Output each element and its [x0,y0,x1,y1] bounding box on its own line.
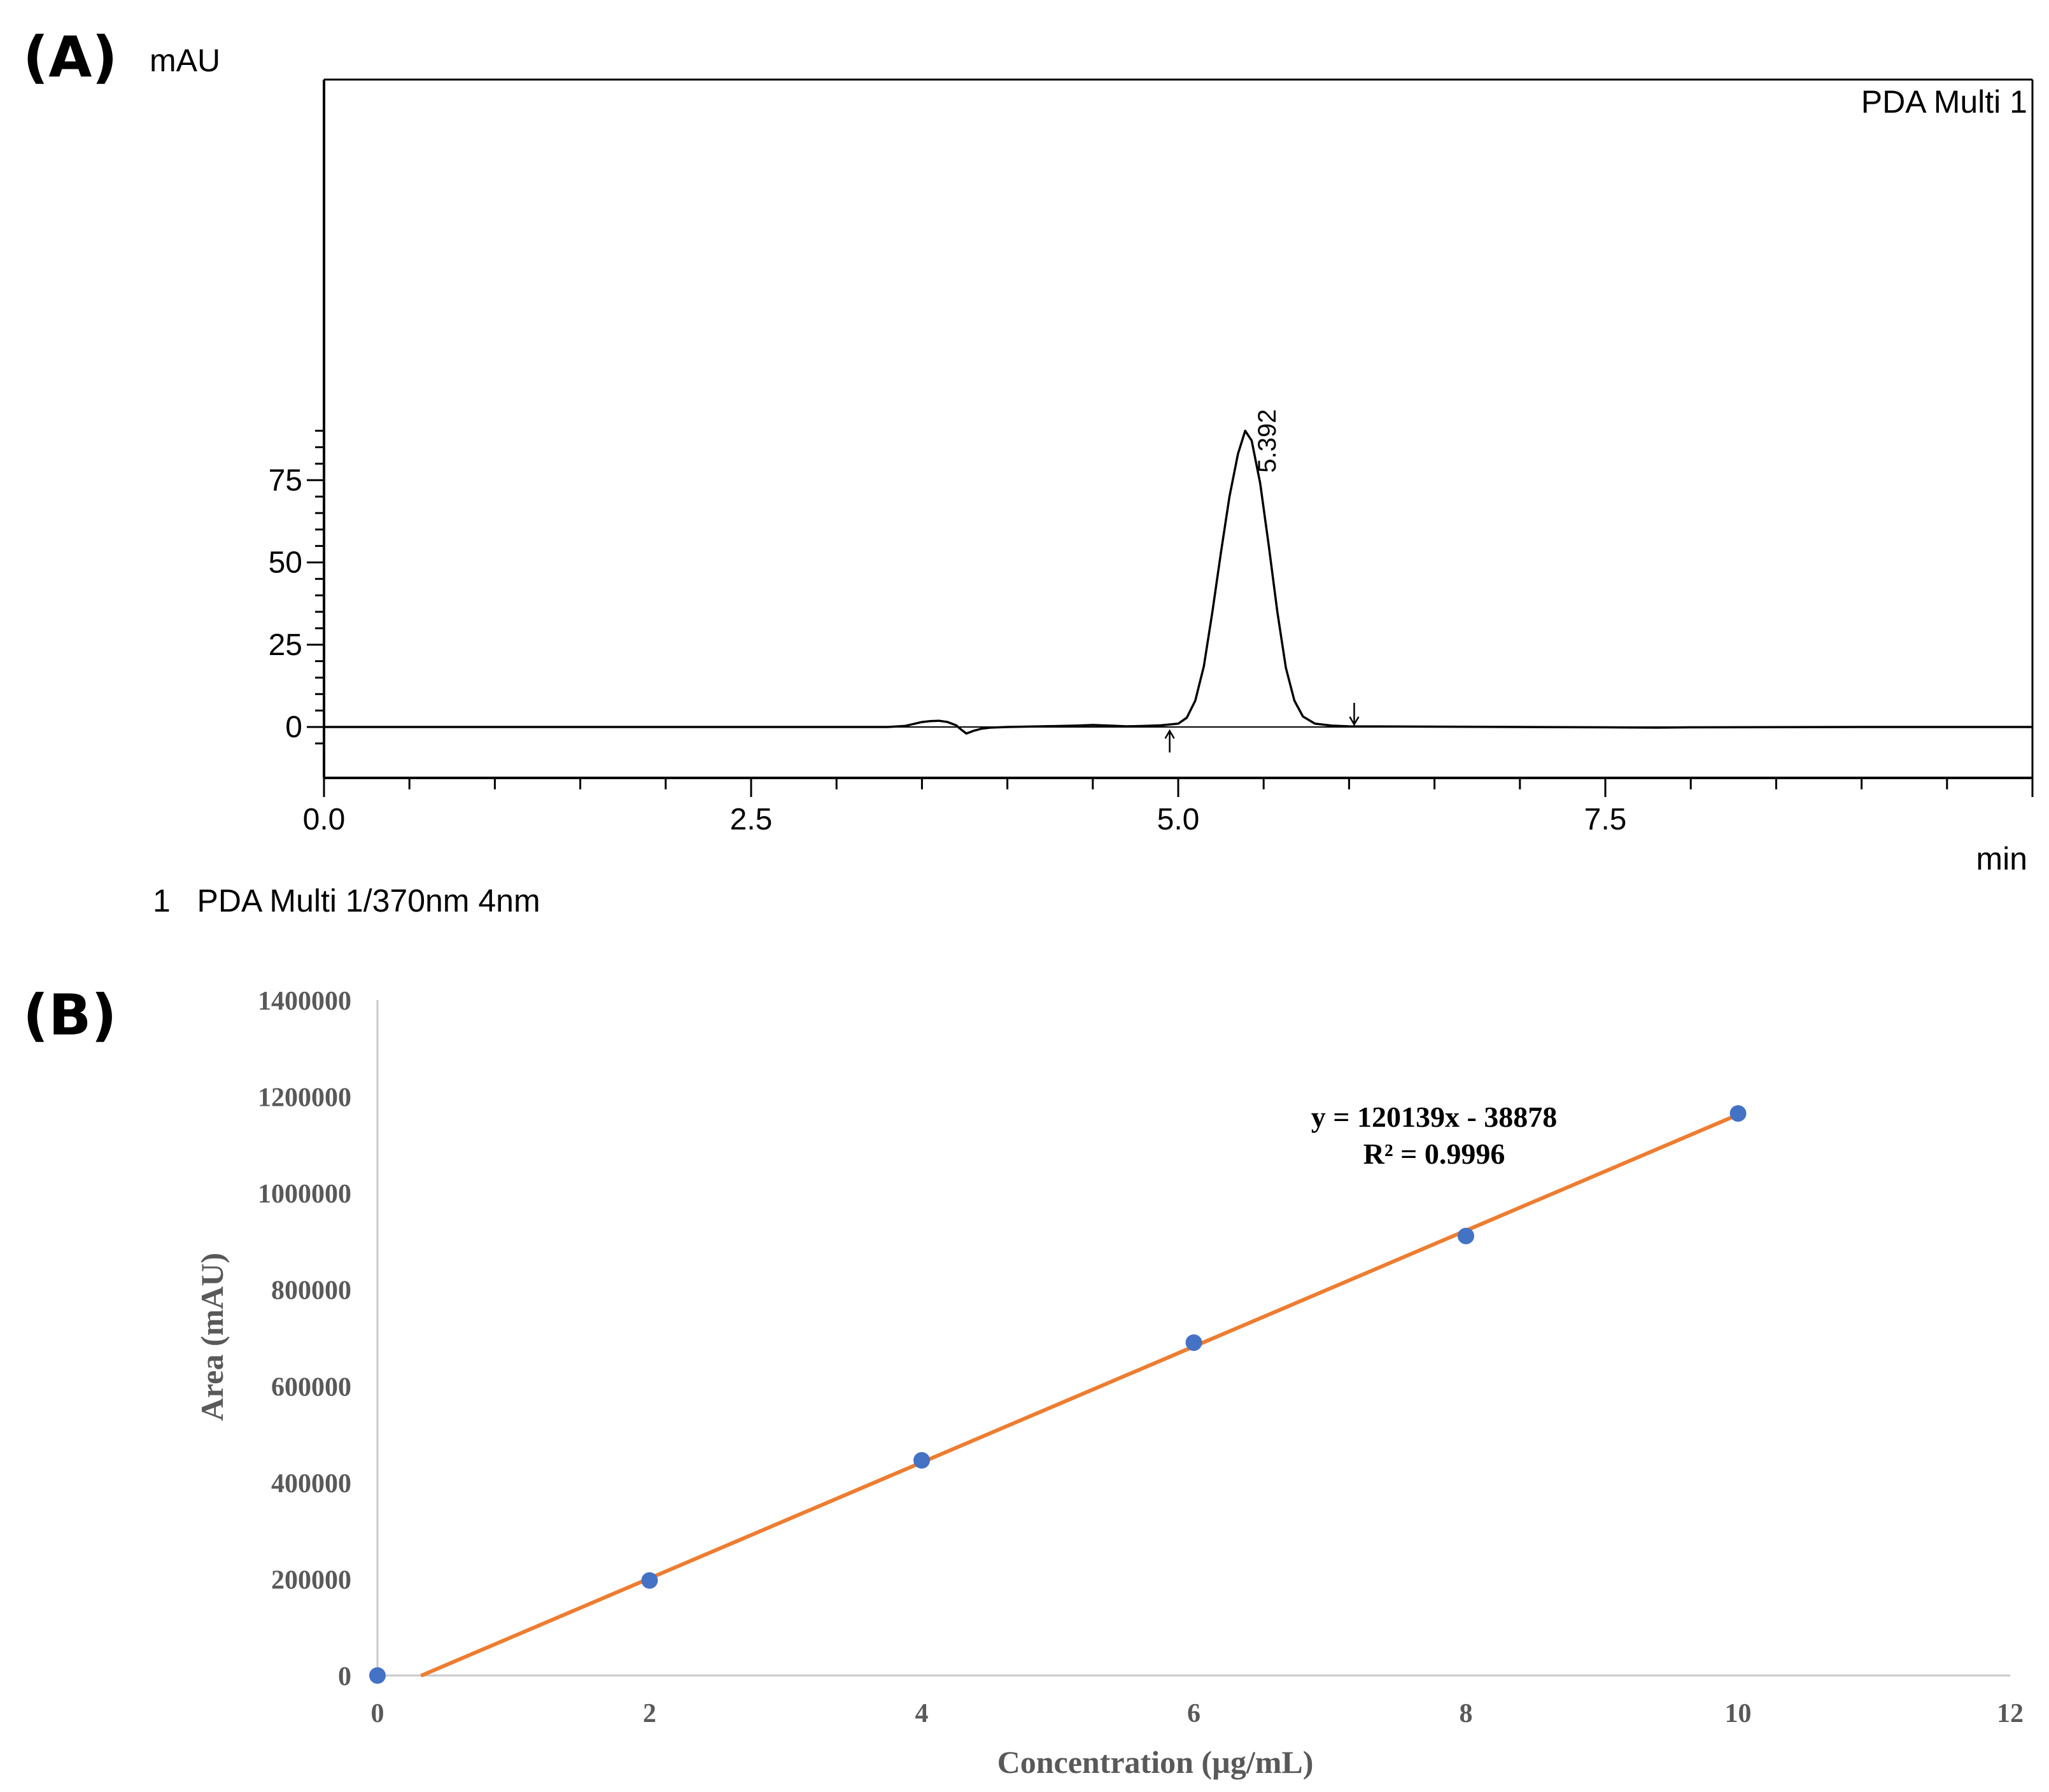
integration-start-arrow [1164,729,1175,752]
peak-retention-time-label: 5.392 [1253,409,1281,473]
calibration-y-axis-label: Area (mAU) [194,1253,230,1421]
calibration-x-ticks: 0 2 4 6 8 10 12 [371,1699,2024,1728]
x-tick-label: 12 [1997,1699,2024,1728]
data-point [1729,1105,1747,1122]
y-tick-label: 75 [269,463,302,497]
x-tick-label: 8 [1460,1699,1473,1728]
data-point [913,1451,930,1469]
integration-markers [1164,703,1360,752]
x-tick-label: 5.0 [1157,803,1200,836]
panel-a-label: (A) [23,24,118,90]
y-tick-label: 0 [285,710,302,744]
data-point [641,1572,658,1589]
x-tick-label: 0.0 [303,803,346,836]
x-tick-label: 6 [1187,1699,1201,1728]
x-tick-label: 4 [915,1699,929,1728]
y-tick-label: 400000 [271,1469,351,1499]
y-tick-label: 800000 [271,1276,351,1306]
x-tick-label: 10 [1725,1699,1752,1728]
panel-b-label: (B) [23,982,117,1048]
calibration-y-ticks: 0 200000 400000 600000 800000 1000000 1200000 1… [258,987,351,1691]
y-tick-label: 50 [269,546,302,580]
calibration-x-axis-label: Concentration (µg/mL) [997,1744,1314,1780]
data-point [369,1667,386,1684]
x-tick-label: 2 [643,1699,656,1728]
y-tick-label: 0 [338,1662,351,1691]
x-tick-label: 0 [371,1699,384,1728]
data-point [1185,1334,1202,1351]
chromatogram-panel: (A) mAU 0 25 50 75 0.0 2.5 5.0 7.5 5.392 PDA M… [23,24,2034,919]
data-point [1458,1227,1474,1245]
y-tick-label: 200000 [271,1565,351,1595]
y-tick-label: 1200000 [258,1083,351,1113]
chromatogram-trace [324,429,2032,735]
x-tick-label: 2.5 [730,803,773,836]
y-tick-label: 600000 [271,1372,351,1402]
calibration-trendline [420,1113,1739,1678]
integration-end-arrow [1349,703,1360,726]
chromatogram-x-ticks: 0.0 2.5 5.0 7.5 [303,778,2034,836]
y-tick-label: 1000000 [258,1180,351,1209]
chromatogram-y-ticks: 0 25 50 75 [269,430,324,745]
chromatogram-footer-legend: 1 PDA Multi 1/370nm 4nm [153,883,540,919]
x-tick-label: 7.5 [1584,803,1627,836]
chromatogram-y-axis-label: mAU [150,43,220,78]
y-tick-label: 25 [269,628,302,662]
y-tick-label: 1400000 [258,987,351,1016]
calibration-points [369,1105,1747,1684]
calibration-panel: (B) 020000040000060000080000010000001200… [23,982,2024,1780]
trendline-equation: y = 120139x - 38878 [1311,1101,1558,1133]
chromatogram-x-axis-label: min [1976,841,2027,877]
trendline-r-squared: R² = 0.9996 [1363,1138,1505,1170]
channel-label: PDA Multi 1 [1861,84,2027,120]
